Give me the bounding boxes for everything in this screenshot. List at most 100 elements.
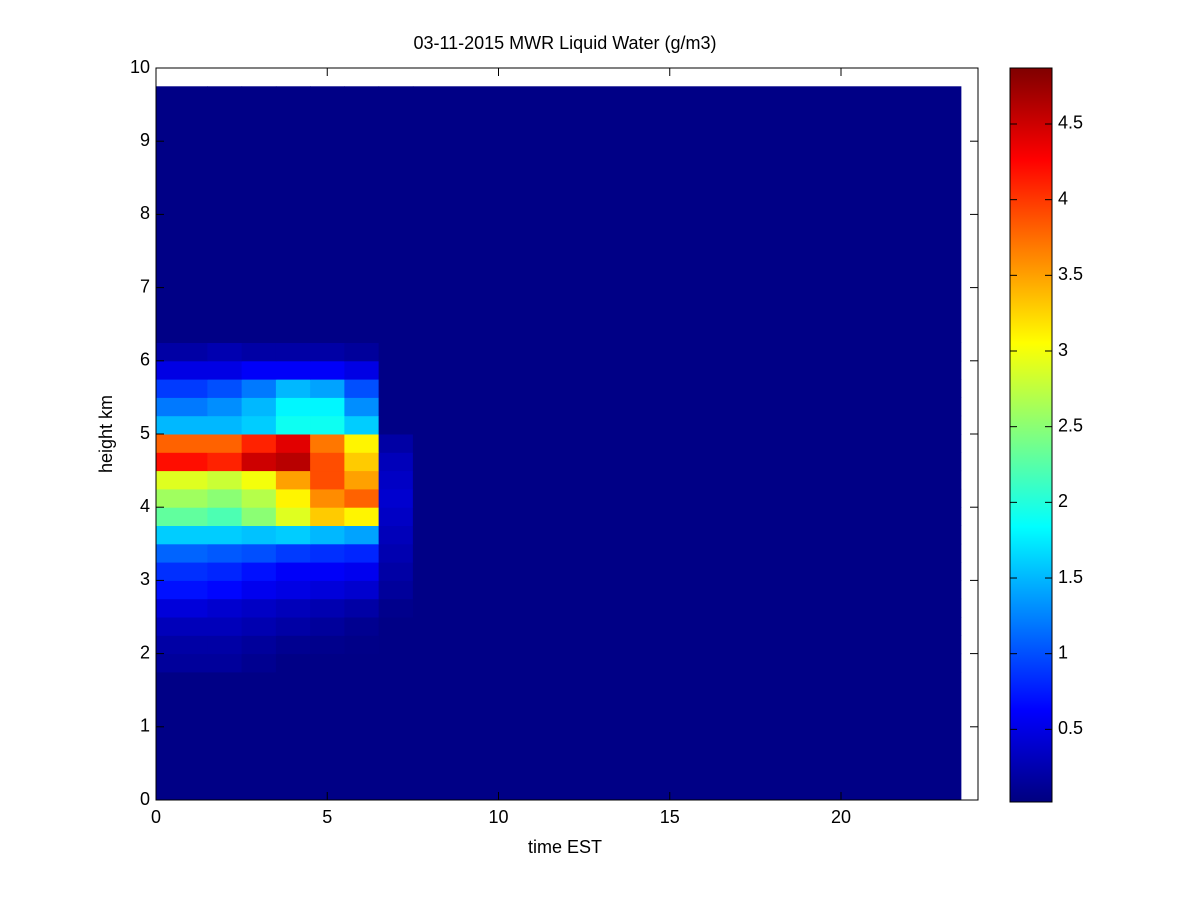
heatmap-cell [412,360,962,380]
heatmap-cell [310,86,345,344]
heatmap-cell [207,452,243,472]
heatmap-cell [378,397,414,417]
colorbar-tick-label: 4.5 [1058,113,1083,133]
heatmap-cell [241,598,277,618]
heatmap-cell [412,415,962,435]
y-tick-label: 4 [140,496,150,516]
heatmap-cell [241,360,277,380]
heatmap-cell [156,415,208,435]
heatmap-cell [275,360,311,380]
heatmap-cell [310,598,345,618]
heatmap-cell [310,434,345,453]
heatmap-cell [207,653,243,673]
heatmap-cell [241,525,277,545]
heatmap-cell [378,360,414,380]
heatmap-cell [412,525,962,545]
heatmap-cell [412,488,962,508]
heatmap-cell [207,360,243,380]
heatmap-cell [378,562,414,581]
colorbar-tick-label: 2.5 [1058,415,1083,435]
heatmap-cell [310,671,345,801]
heatmap-cell [412,635,962,655]
heatmap-cell [412,580,962,600]
heatmap-cell [378,379,414,398]
heatmap-cell [207,598,243,618]
heatmap-cell [156,543,208,563]
heatmap-cell [275,653,311,673]
heatmap-cell [378,86,414,344]
heatmap-cell [344,562,380,581]
x-tick-label: 15 [660,807,680,827]
heatmap-cell [412,379,962,398]
heatmap-cell [207,434,243,453]
heatmap-cell [241,379,277,398]
heatmap-cell [378,671,414,801]
heatmap-cell [275,415,311,435]
heatmap-cell [207,671,243,801]
heatmap-cell [241,562,277,581]
heatmap-cell [310,562,345,581]
heatmap-cell [275,434,311,453]
heatmap-cell [207,397,243,417]
heatmap-cell [156,470,208,490]
heatmap-cell [241,543,277,563]
heatmap-cell [412,470,962,490]
heatmap-cell [344,598,380,618]
heatmap-cell [156,525,208,545]
colorbar [1009,67,1053,803]
y-axis-label: height km [96,395,116,473]
heatmap-cell [344,360,380,380]
heatmap-cell [412,653,962,673]
heatmap-cell [241,470,277,490]
heatmap-cell [207,379,243,398]
heatmap-cell [241,671,277,801]
heatmap-cell [378,580,414,600]
heatmap-cell [412,434,962,453]
heatmap-cell [275,397,311,417]
colorbar-tick-label: 0.5 [1058,718,1083,738]
heatmap-cell [412,452,962,472]
heatmap-cell [156,342,208,362]
heatmap-cell [275,452,311,472]
x-tick-label: 20 [831,807,851,827]
heatmap-cell [207,470,243,490]
heatmap-cell [156,379,208,398]
heatmap-cell [156,434,208,453]
heatmap-cell [344,671,380,801]
heatmap-cell [275,635,311,655]
heatmap-cell [344,635,380,655]
heatmap-cell [275,617,311,636]
y-tick-label: 8 [140,203,150,223]
heatmap-cell [275,562,311,581]
heatmap-cell [207,525,243,545]
heatmap-cell [207,488,243,508]
heatmap-cell [344,86,380,344]
heatmap-cell [378,617,414,636]
x-tick-label: 5 [322,807,332,827]
heatmap-cell [275,543,311,563]
y-tick-label: 2 [140,642,150,662]
heatmap-cell [344,379,380,398]
heatmap-cell [275,86,311,344]
heatmap-cell [310,580,345,600]
heatmap-cell [378,342,414,362]
heatmap-cell [207,86,243,344]
heatmap-cell [378,598,414,618]
heatmap-cell [156,617,208,636]
heatmap-cell [412,342,962,362]
heatmap-cell [310,617,345,636]
heatmap-cell [207,415,243,435]
colorbar-tick-label: 3 [1058,340,1068,360]
heatmap-cell [156,86,208,344]
heatmap-cell [344,415,380,435]
heatmap-cell [378,635,414,655]
y-tick-label: 10 [130,57,150,77]
y-tick-label: 3 [140,569,150,589]
heatmap-cells [156,86,962,801]
y-tick-label: 0 [140,789,150,809]
heatmap-cell [156,580,208,600]
heatmap-cell [241,635,277,655]
heatmap-cell [310,525,345,545]
